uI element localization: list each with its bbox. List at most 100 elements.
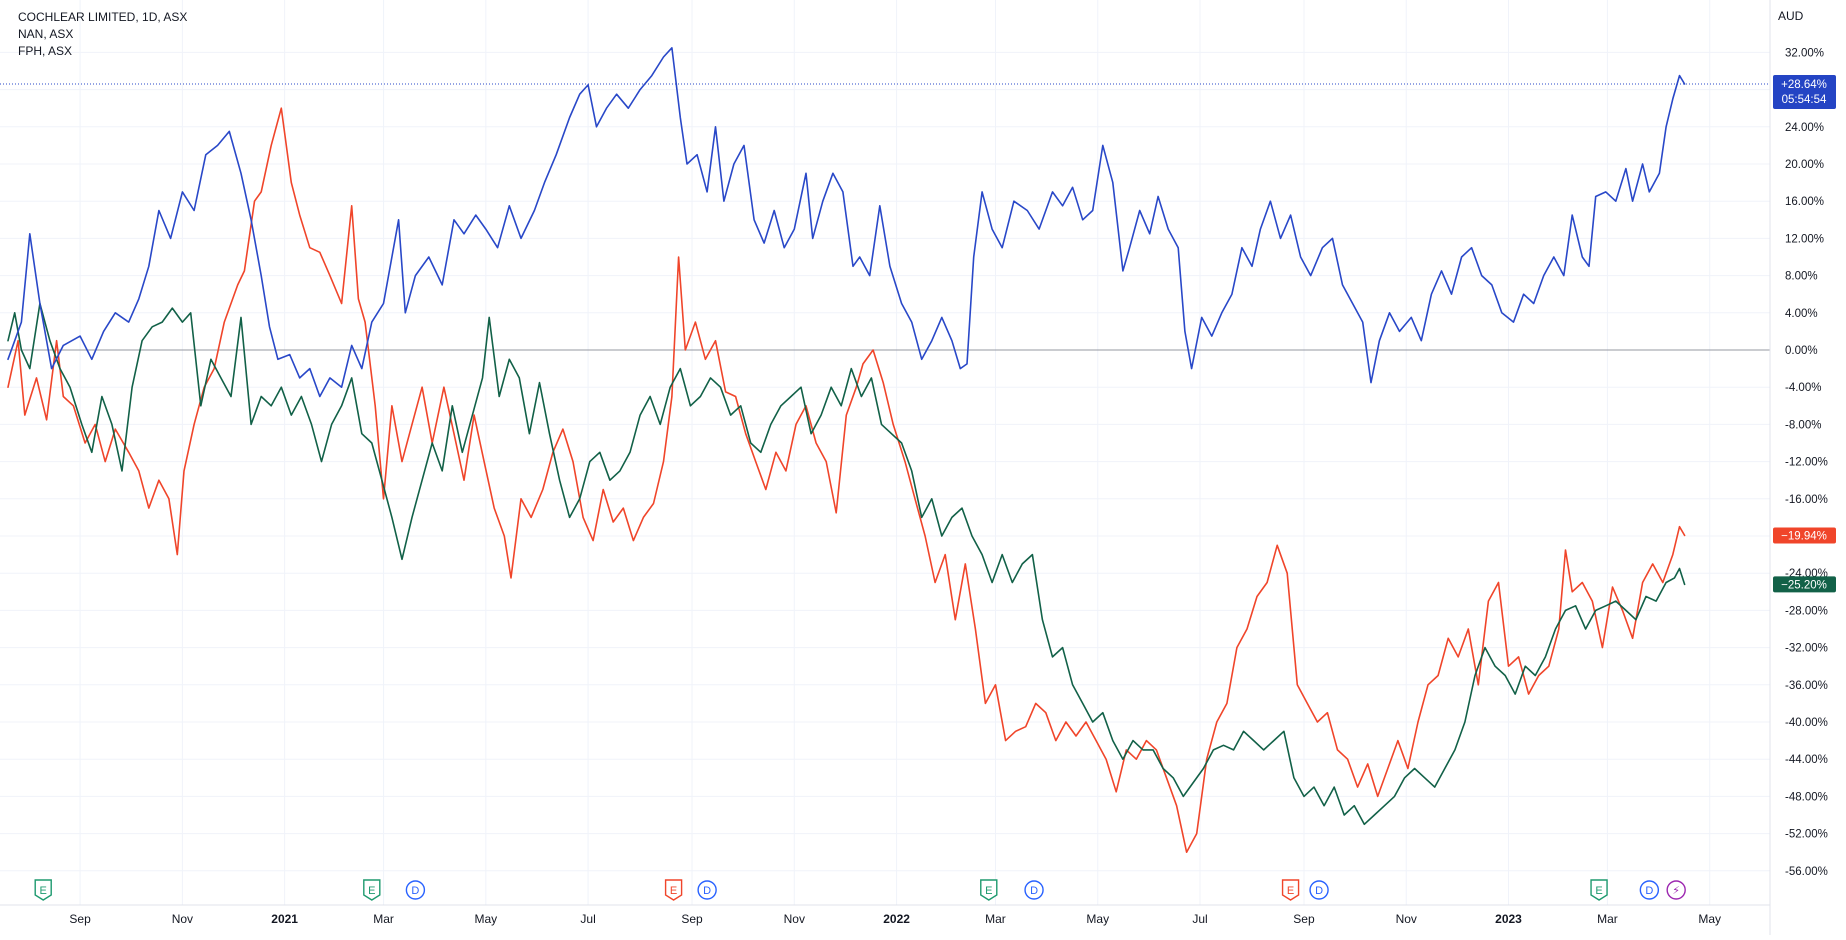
bar-countdown-label: 05:54:54 [1782, 94, 1827, 106]
data-point-fph [100, 395, 104, 399]
data-point-cochlear [811, 237, 815, 241]
data-point-nan [903, 460, 907, 464]
data-point-cochlear [360, 367, 364, 371]
data-point-cochlear [714, 125, 718, 129]
data-point-nan [103, 460, 107, 464]
data-point-cochlear [1250, 265, 1254, 269]
data-point-cochlear [228, 130, 232, 134]
earnings-event-marker[interactable]: E [664, 879, 683, 901]
data-point-cochlear [679, 116, 683, 120]
data-point-cochlear [1671, 97, 1675, 101]
data-point-cochlear [868, 274, 872, 278]
earnings-event-marker[interactable]: E [980, 879, 998, 901]
data-point-cochlear [192, 209, 196, 213]
data-point-cochlear [851, 265, 855, 269]
data-point-cochlear [1091, 209, 1095, 213]
legend-compare-symbol-nan[interactable]: NAN, ASX [18, 27, 74, 41]
data-point-nan [420, 385, 424, 389]
data-point-fph [819, 413, 823, 417]
data-point-fph [769, 423, 773, 427]
data-point-nan [83, 441, 87, 445]
data-point-cochlear [1450, 292, 1454, 296]
y-tick-label: 0.00% [1785, 345, 1818, 357]
dividend-event-marker[interactable]: D [1024, 880, 1044, 900]
data-point-fph [528, 432, 532, 436]
data-point-fph [648, 395, 652, 399]
data-point-fph [1031, 553, 1035, 557]
dividend-circle-shape [1024, 880, 1044, 900]
y-tick-label: 32.00% [1785, 47, 1824, 59]
data-point-fph [880, 423, 884, 427]
data-point-fph [1262, 748, 1266, 752]
data-point-nan [167, 497, 171, 501]
earnings-flag-shape [980, 879, 998, 901]
data-point-fph [239, 316, 243, 320]
split-event-marker[interactable]: ⚡ [1666, 880, 1686, 900]
dividend-event-marker[interactable]: D [1639, 880, 1660, 900]
data-point-nan [269, 144, 273, 148]
dividend-event-marker[interactable]: D [697, 880, 717, 900]
data-point-cochlear [1183, 330, 1187, 334]
data-point-nan [127, 451, 131, 455]
data-point-cochlear [350, 344, 354, 348]
data-point-nan [855, 385, 859, 389]
earnings-event-marker[interactable]: E [1281, 879, 1300, 901]
data-point-cochlear [1658, 172, 1662, 176]
earnings-flag-shape [363, 879, 381, 901]
data-point-cochlear [722, 199, 726, 203]
data-point-nan [622, 506, 626, 510]
data-point-fph [839, 404, 843, 408]
data-point-nan [744, 432, 748, 436]
data-point-nan [390, 404, 394, 408]
series-line-fph[interactable] [7, 302, 1686, 826]
data-point-nan [212, 367, 216, 371]
data-point-fph [719, 385, 723, 389]
data-point-cochlear [484, 227, 488, 231]
dividend-event-marker[interactable]: D [405, 880, 426, 900]
data-point-fph [699, 395, 703, 399]
data-point-cochlear [1648, 190, 1652, 194]
data-point-nan [363, 320, 367, 324]
earnings-event-marker[interactable]: E [363, 879, 381, 901]
data-point-nan [1396, 739, 1400, 743]
earnings-event-marker[interactable]: E [1590, 879, 1608, 901]
data-point-nan [591, 539, 595, 543]
series-line-cochlear[interactable] [7, 47, 1686, 398]
data-point-nan [1386, 767, 1390, 771]
data-point-cochlear [1000, 246, 1004, 250]
data-point-fph [1604, 604, 1608, 608]
data-point-cochlear [930, 339, 934, 343]
data-point-nan [1456, 655, 1460, 659]
data-point-nan [1316, 720, 1320, 724]
earnings-event-marker[interactable]: E [34, 879, 52, 901]
data-point-fph [558, 478, 562, 482]
legend-main-symbol[interactable]: COCHLEAR LIMITED, 1D, ASX [18, 10, 188, 24]
data-point-nan [62, 395, 66, 399]
dividend-event-marker[interactable]: D [1309, 880, 1329, 900]
legend-compare-symbol-fph[interactable]: FPH, ASX [18, 44, 73, 58]
data-point-nan [1285, 571, 1289, 575]
data-point-cochlear [1111, 181, 1115, 185]
earnings-event-letter: E [670, 885, 677, 897]
series-line-nan[interactable] [7, 107, 1686, 853]
data-point-nan [824, 460, 828, 464]
data-point-fph [1272, 739, 1276, 743]
data-point-fph [618, 469, 622, 473]
data-point-nan [913, 497, 917, 501]
data-point-cochlear [578, 92, 582, 96]
data-point-cochlear [1351, 302, 1355, 306]
data-point-nan [964, 562, 968, 566]
data-point-fph [1000, 553, 1004, 557]
data-point-nan [400, 460, 404, 464]
data-point-cochlear [50, 367, 54, 371]
data-point-nan [1436, 674, 1440, 678]
data-point-fph [68, 385, 72, 389]
data-point-cochlear [804, 172, 808, 176]
x-tick-label: May [1086, 912, 1109, 926]
data-point-fph [1634, 618, 1638, 622]
earnings-event-letter: E [368, 885, 375, 897]
x-tick-label: May [1698, 912, 1721, 926]
dividend-event-letter: D [1645, 885, 1653, 897]
